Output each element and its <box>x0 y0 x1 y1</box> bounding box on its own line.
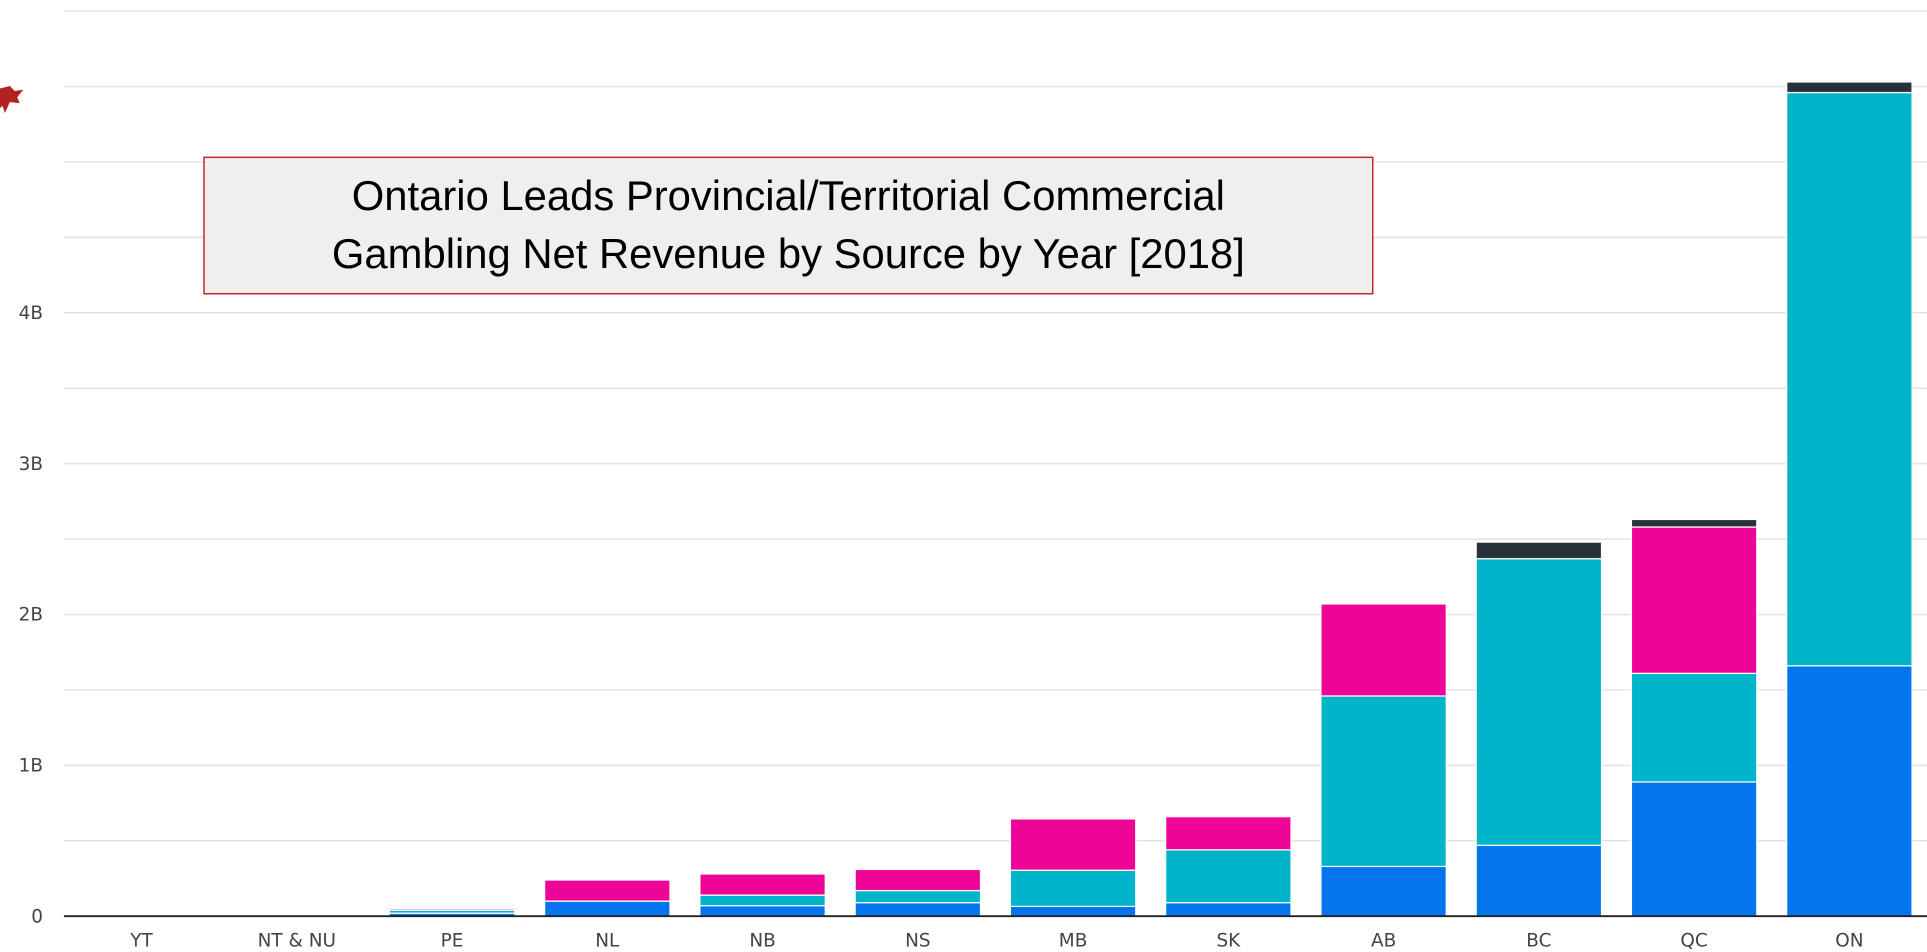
bar-segment <box>1009 869 1137 908</box>
decoration <box>0 86 24 114</box>
bars <box>388 81 1913 917</box>
x-tick-label: BC <box>1526 930 1551 951</box>
bar-segment <box>1165 849 1292 904</box>
bar-segment <box>1630 518 1758 528</box>
x-tick-label: NT & NU <box>258 930 336 951</box>
y-tick-label: 4B <box>19 303 43 324</box>
y-tick-label: 3B <box>19 454 43 475</box>
bar-segment <box>1475 844 1603 917</box>
bar-segment <box>854 902 982 917</box>
chart-title: Ontario Leads Provincial/Territorial Com… <box>331 172 1245 278</box>
x-tick-label: PE <box>441 930 464 951</box>
x-tick-label: SK <box>1216 930 1241 951</box>
bar-segment <box>1475 558 1603 846</box>
bar-segment <box>1320 865 1447 917</box>
bar-segment <box>1786 81 1913 94</box>
bar-segment <box>388 908 516 911</box>
x-tick-label: MB <box>1059 930 1088 951</box>
bar-segment <box>1320 603 1447 697</box>
bar-segment <box>1009 905 1137 917</box>
bar-segment <box>1475 541 1603 560</box>
labels: 0 1B 2B 3B 4B YT NT & NU PE NL NB NS MB SK AB BC QC ON <box>19 303 1864 951</box>
bar-segment <box>1786 665 1913 917</box>
y-tick-label: 2B <box>19 605 43 626</box>
bar-segment <box>1630 672 1758 783</box>
bar-segment <box>1165 816 1292 851</box>
x-tick-label: QC <box>1680 930 1707 951</box>
y-tick-label: 1B <box>19 756 43 777</box>
bar-segment <box>1630 781 1758 917</box>
bar-segment <box>544 879 671 902</box>
bar-segment <box>1009 818 1137 871</box>
bar-segment <box>699 905 826 917</box>
x-tick-label: ON <box>1835 930 1863 951</box>
bar-segment <box>1320 695 1447 868</box>
bar-segment <box>699 873 826 896</box>
x-tick-label: NS <box>905 930 930 951</box>
bar-segment <box>699 894 826 907</box>
bar-segment <box>1165 902 1292 917</box>
y-tick-label: 0 <box>31 906 43 927</box>
bar-segment <box>544 900 671 917</box>
x-tick-label: AB <box>1371 930 1396 951</box>
bar-segment <box>854 868 982 892</box>
title-container: Ontario Leads Provincial/Territorial Com… <box>331 172 1245 278</box>
bar-segment <box>854 889 982 904</box>
x-tick-label: NL <box>595 930 620 951</box>
bar-segment <box>1630 526 1758 674</box>
x-tick-label: NB <box>749 930 775 951</box>
bar-segment <box>1786 91 1913 667</box>
x-tick-label: YT <box>129 930 153 951</box>
title-box <box>203 156 1374 295</box>
